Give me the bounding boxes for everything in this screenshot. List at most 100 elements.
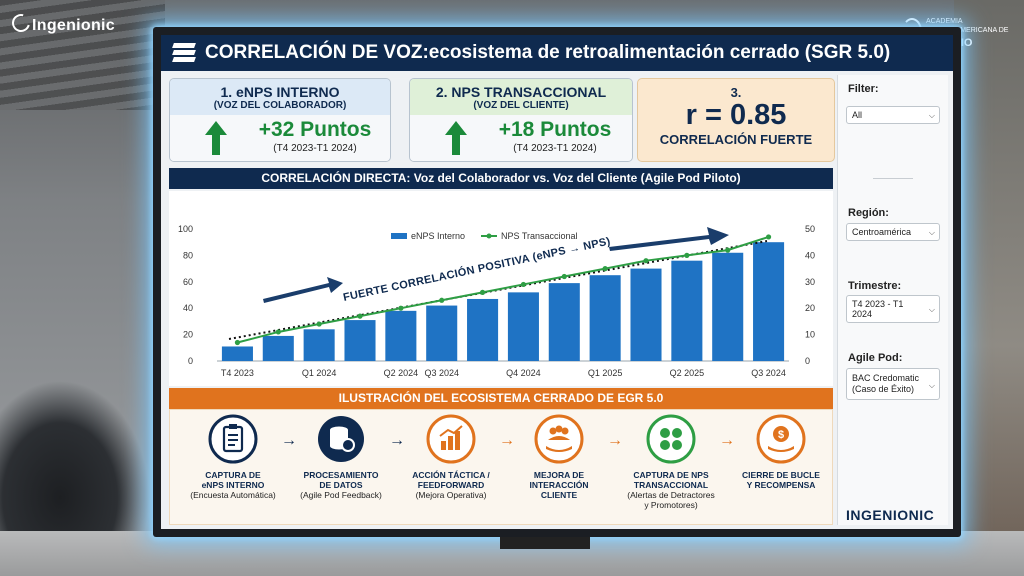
bar <box>385 310 417 361</box>
page-title: CORRELACIÓN DE VOZ:ecosistema de retroal… <box>205 42 891 63</box>
bar <box>753 242 785 361</box>
pod-select[interactable]: BAC Credomatic (Caso de Éxito) ⌵ <box>846 368 940 400</box>
y-left-tick-label: 0 <box>188 356 193 366</box>
enps-card-title: 1. eNPS INTERNO <box>220 84 340 100</box>
ecosystem-step-subtitle: (Mejora Operativa) <box>415 490 487 500</box>
nps-card-header: 2. NPS TRANSACCIONAL (VOZ DEL CLIENTE) <box>410 79 632 115</box>
smileys-icon <box>646 414 696 464</box>
ecosystem-step-subtitle: (Agile Pod Feedback) <box>300 490 382 500</box>
x-tick-label: Q3 2024 <box>424 368 459 378</box>
academia-line1: ACADEMIA <box>926 18 963 25</box>
legend-label-enps: eNPS Interno <box>411 231 465 241</box>
y-left-tick-label: 40 <box>183 303 193 313</box>
clipboard-icon <box>208 414 258 464</box>
connector-arrow-icon: → <box>389 432 405 449</box>
database-gear-icon <box>316 414 366 464</box>
bar <box>426 305 458 361</box>
ecosystem-step-title: CAPTURA DE eNPS INTERNO <box>201 470 265 490</box>
filter-label: Filter: <box>848 83 879 95</box>
bar <box>303 329 335 361</box>
enps-card-subtitle: (VOZ DEL COLABORADOR) <box>213 100 347 111</box>
logo-mark-icon <box>8 10 34 36</box>
ingenionic-brand: INGENIONIC <box>846 507 935 523</box>
ecosystem-step: ACCIÓN TÁCTICA / FEEDFORWARD (Mejora Oper… <box>396 414 506 500</box>
region-select[interactable]: Centroamérica ⌵ <box>846 223 940 241</box>
ingenionic-logo: Ingenionic <box>8 10 115 36</box>
trend-arrow-icon <box>263 277 343 303</box>
nps-point <box>765 234 772 240</box>
money-hand-icon: $ <box>756 414 806 464</box>
nps-card-body: +18 Puntos (T4 2023-T1 2024) <box>410 115 632 161</box>
legend-dot-nps <box>486 233 492 239</box>
x-tick-label: Q4 2024 <box>506 368 541 378</box>
bar <box>712 252 744 361</box>
region-label: Región: <box>848 207 889 219</box>
trend-arrow-icon <box>609 227 729 251</box>
nps-point <box>643 258 649 264</box>
connector-arrow-icon: → <box>499 432 515 449</box>
y-left-tick-label: 60 <box>183 277 193 287</box>
enps-card: 1. eNPS INTERNO (VOZ DEL COLABORADOR) +3… <box>169 78 391 162</box>
monitor-stand <box>500 537 590 549</box>
dashboard-screen: CORRELACIÓN DE VOZ:ecosistema de retroal… <box>161 35 953 529</box>
y-right-tick-label: 40 <box>805 250 815 260</box>
chevron-down-icon: ⌵ <box>928 305 935 314</box>
ecosystem-step: MEJORA DE INTERACCIÓN CLIENTE <box>504 414 614 500</box>
nps-point <box>439 297 445 303</box>
quarter-value: T4 2023 - T1 2024 <box>852 299 904 319</box>
y-left-tick-label: 100 <box>178 224 193 234</box>
legend-label-nps: NPS Transaccional <box>501 231 578 241</box>
nps-card-title: 2. NPS TRANSACCIONAL <box>435 84 607 100</box>
quarter-select[interactable]: T4 2023 - T1 2024 ⌵ <box>846 295 940 323</box>
connector-arrow-icon: → <box>719 432 735 449</box>
x-tick-label: Q1 2025 <box>588 368 623 378</box>
chevron-down-icon: ⌵ <box>928 381 935 390</box>
ecosystem-step: $ CIERRE DE BUCLE Y RECOMPENSA <box>726 414 836 490</box>
enps-value: +32 Puntos <box>258 118 372 141</box>
nps-period: (T4 2023-T1 2024) <box>513 143 597 154</box>
people-hand-icon <box>534 414 584 464</box>
chevron-down-icon: ⌵ <box>928 228 935 237</box>
svg-text:$: $ <box>778 429 784 441</box>
nps-point <box>520 281 527 288</box>
nps-point <box>234 339 241 346</box>
up-arrow-icon <box>205 121 227 155</box>
bar <box>589 275 621 361</box>
nps-point <box>357 313 363 319</box>
correlation-card: 3. r = 0.85 CORRELACIÓN FUERTE <box>637 78 835 162</box>
bar <box>262 335 294 361</box>
ecosystem-step-title: MEJORA DE INTERACCIÓN CLIENTE <box>529 470 589 500</box>
filter-value: All <box>852 110 863 120</box>
wood-wall <box>954 0 1024 576</box>
y-left-tick-label: 20 <box>183 330 193 340</box>
filter-select[interactable]: All ⌵ <box>846 106 940 124</box>
y-right-tick-label: 50 <box>805 224 815 234</box>
bar <box>344 320 376 361</box>
bar <box>467 298 499 361</box>
ecosystem-panel: CAPTURA DE eNPS INTERNO (Encuesta Automát… <box>169 409 833 525</box>
nps-point <box>398 305 404 311</box>
enps-period: (T4 2023-T1 2024) <box>273 143 357 154</box>
y-right-tick-label: 10 <box>805 330 815 340</box>
title-bar: CORRELACIÓN DE VOZ:ecosistema de retroal… <box>161 35 953 71</box>
ecosystem-step-title: PROCESAMIENTO DE DATOS <box>303 470 379 490</box>
ecosystem-step: CAPTURA DE NPS TRANSACCIONAL (Alertas de … <box>616 414 726 510</box>
up-arrow-icon <box>445 121 467 155</box>
x-tick-label: T4 2023 <box>221 368 254 378</box>
region-value: Centroamérica <box>852 227 912 237</box>
connector-arrow-icon: → <box>281 432 297 449</box>
x-tick-label: Q2 2024 <box>384 368 419 378</box>
ecosystem-header: ILUSTRACIÓN DEL ECOSISTEMA CERRADO DE EG… <box>169 388 833 409</box>
ecosystem-step-title: CAPTURA DE NPS TRANSACCIONAL <box>633 470 709 490</box>
pod-label: Agile Pod: <box>848 352 903 364</box>
nps-point <box>561 273 567 280</box>
bar <box>630 268 662 361</box>
y-left-tick-label: 80 <box>183 250 193 260</box>
ecosystem-step: PROCESAMIENTO DE DATOS (Agile Pod Feedbac… <box>286 414 396 500</box>
chart-area: 0 20 40 60 80 100 0 10 20 30 40 50 FUERTE CORRELACIÓ… <box>169 191 833 386</box>
x-tick-label: Q1 2024 <box>302 368 337 378</box>
nps-point <box>602 266 608 272</box>
y-right-tick-label: 30 <box>805 277 815 287</box>
